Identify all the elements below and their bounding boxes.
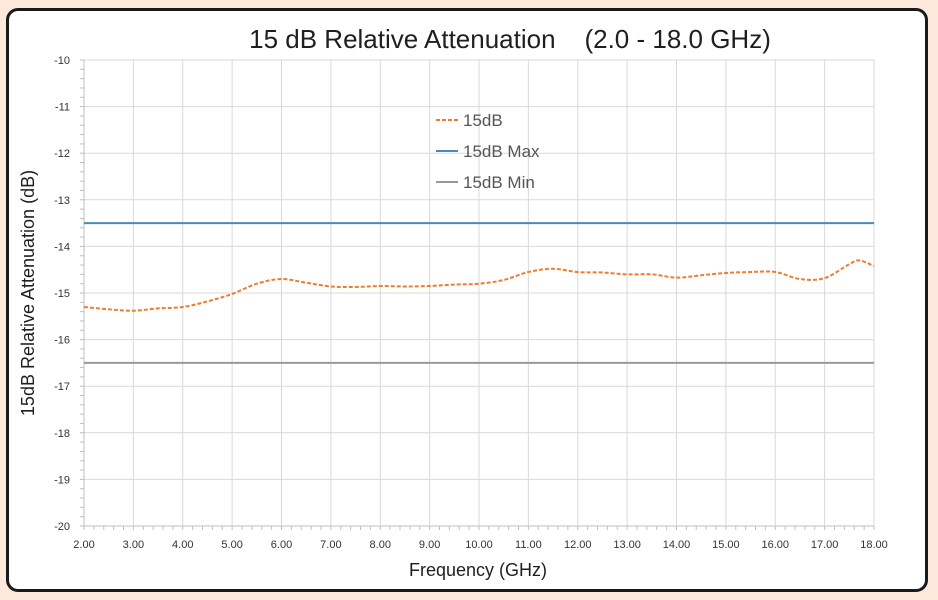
y-tick-label: -20: [54, 521, 70, 533]
x-tick-label: 4.00: [172, 539, 193, 551]
series-lines: [83, 222, 875, 364]
chart-title: 15 dB Relative Attenuation (2.0 - 18.0 G…: [249, 24, 771, 54]
y-tick-label: -10: [54, 55, 70, 67]
x-tick-label: 13.00: [613, 539, 641, 551]
axes: [80, 59, 875, 530]
x-tick-label: 16.00: [761, 539, 789, 551]
legend: 15dB 15dB Max 15dB Min: [436, 111, 540, 192]
x-tick-label: 10.00: [465, 539, 493, 551]
x-tick-label: 7.00: [320, 539, 341, 551]
x-tick-label: 14.00: [663, 539, 691, 551]
legend-label: 15dB Min: [463, 173, 535, 192]
series-line-15db: [83, 259, 875, 312]
x-tick-label: 2.00: [73, 539, 94, 551]
x-tick-label: 5.00: [221, 539, 242, 551]
x-tick-label: 3.00: [123, 539, 144, 551]
x-tick-label: 17.00: [811, 539, 839, 551]
x-tick-label: 12.00: [564, 539, 592, 551]
y-tick-label: -19: [54, 474, 70, 486]
y-tick-label: -17: [54, 381, 70, 393]
x-tick-label: 8.00: [370, 539, 391, 551]
x-tick-label: 9.00: [419, 539, 440, 551]
y-tick-label: -18: [54, 428, 70, 440]
x-tick-labels: 2.00 3.00 4.00 5.00 6.00 7.00 8.00 9.00 10.00 11.…: [73, 539, 887, 551]
x-tick-label: 18.00: [860, 539, 888, 551]
x-axis-title: Frequency (GHz): [409, 560, 547, 580]
x-tick-label: 11.00: [515, 539, 542, 551]
legend-label: 15dB: [463, 111, 503, 130]
y-tick-label: -11: [55, 102, 70, 114]
x-tick-label: 15.00: [712, 539, 740, 551]
chart-frame: [6, 8, 928, 592]
y-tick-label: -14: [54, 241, 70, 253]
y-tick-labels: -10 -11 -12 -13 -14 -15 -16 -17 -18 -19 -20: [54, 55, 70, 533]
legend-label: 15dB Max: [463, 142, 540, 161]
y-tick-label: -15: [54, 288, 70, 300]
y-axis-title: 15dB Relative Attenuation (dB): [18, 170, 38, 416]
y-tick-label: -13: [54, 195, 70, 207]
y-tick-label: -12: [54, 148, 70, 160]
grid-lines: [84, 59, 875, 526]
y-tick-label: -16: [54, 335, 70, 347]
x-tick-label: 6.00: [271, 539, 292, 551]
